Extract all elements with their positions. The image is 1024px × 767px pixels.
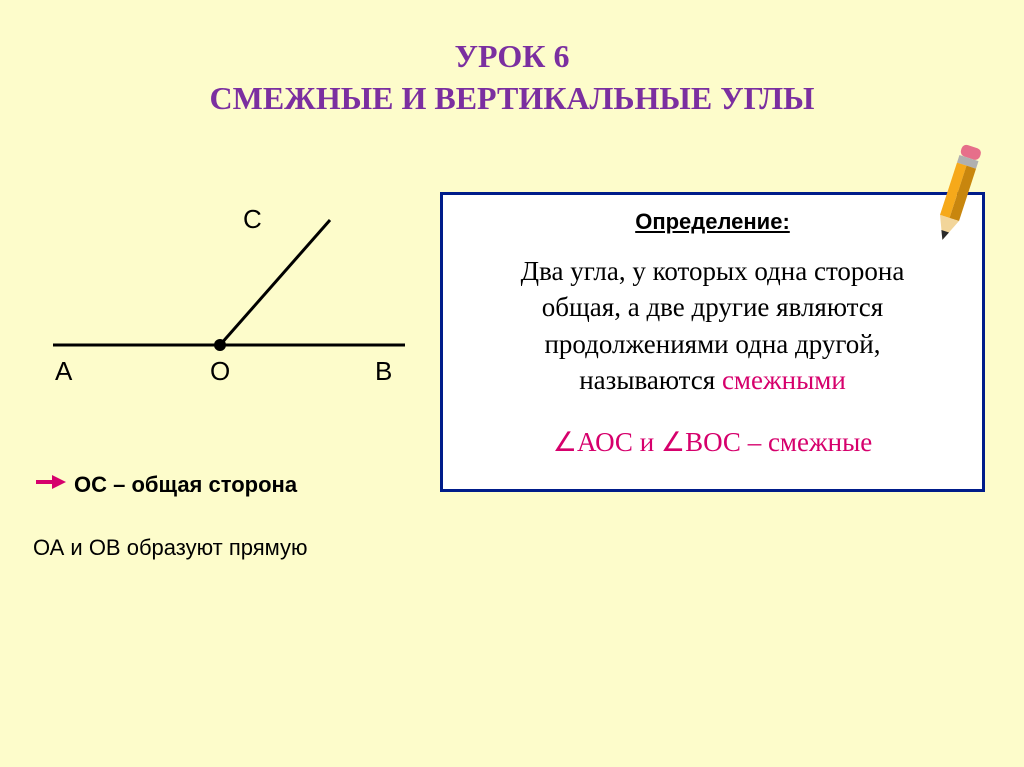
definition-keyword: смежными bbox=[722, 365, 846, 395]
label-c: С bbox=[243, 204, 262, 234]
title-line-1: УРОК 6 bbox=[0, 36, 1024, 78]
note-straight-line: ОА и ОВ образуют прямую bbox=[33, 535, 308, 561]
pointer-icon bbox=[34, 470, 68, 494]
pencil-svg bbox=[928, 138, 984, 258]
note-common-side: ОС – общая сторона bbox=[34, 470, 297, 498]
label-b: В bbox=[375, 356, 392, 386]
note-common-side-text: ОС – общая сторона bbox=[74, 472, 297, 497]
slide-root: УРОК 6 СМЕЖНЫЕ И ВЕРТИКАЛЬНЫЕ УГЛЫ A O В… bbox=[0, 0, 1024, 767]
def-line-4-prefix: называются bbox=[579, 365, 722, 395]
def-line-1: Два угла, у которых одна сторона bbox=[455, 253, 970, 289]
title-line-2: СМЕЖНЫЕ И ВЕРТИКАЛЬНЫЕ УГЛЫ bbox=[0, 78, 1024, 120]
label-o: O bbox=[210, 356, 230, 386]
def-line-2: общая, а две другие являются bbox=[455, 289, 970, 325]
diagram-ray bbox=[220, 220, 330, 345]
def-line-4: называются смежными bbox=[455, 362, 970, 398]
definition-box: Определение: Два угла, у которых одна ст… bbox=[440, 192, 985, 492]
label-a: A bbox=[55, 356, 73, 386]
angle-diagram: A O В С bbox=[35, 200, 425, 420]
definition-heading: Определение: bbox=[455, 209, 970, 235]
slide-title: УРОК 6 СМЕЖНЫЕ И ВЕРТИКАЛЬНЫЕ УГЛЫ bbox=[0, 36, 1024, 119]
pencil-icon bbox=[928, 138, 984, 258]
diagram-vertex-dot bbox=[214, 339, 226, 351]
def-line-3: продолжениями одна другой, bbox=[455, 326, 970, 362]
definition-angles: ∠АОС и ∠ВОС – смежные bbox=[455, 427, 970, 458]
definition-body: Два угла, у которых одна сторона общая, … bbox=[455, 253, 970, 399]
note-straight-line-text: ОА и ОВ образуют прямую bbox=[33, 535, 308, 560]
diagram-svg: A O В С bbox=[35, 200, 425, 420]
